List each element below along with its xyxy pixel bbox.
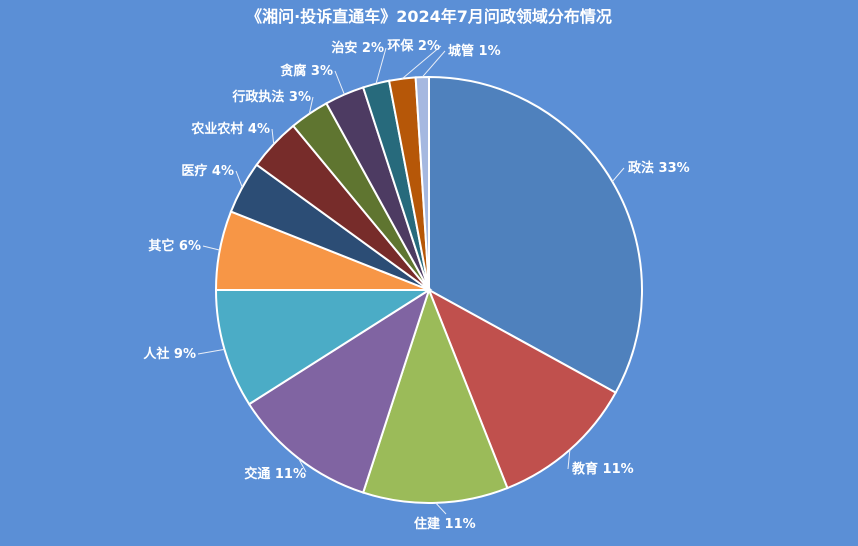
leader-lines bbox=[197, 45, 625, 515]
slice-label-治安: 治安 2% bbox=[331, 40, 384, 56]
leader-line-环保 bbox=[401, 45, 442, 80]
leader-line-政法 bbox=[611, 167, 625, 182]
pie-slice-交通 bbox=[247, 287, 431, 494]
pie-slice-教育 bbox=[427, 287, 618, 490]
slice-label-交通: 交通 11% bbox=[244, 466, 306, 482]
slice-label-教育: 教育 11% bbox=[571, 461, 634, 477]
leader-line-交通 bbox=[298, 458, 307, 473]
slice-label-行政执法: 行政执法 3% bbox=[231, 89, 311, 105]
slice-labels: 政法 33% 教育 11% 住建 11% 交通 11% 人社 9% 其它 6% 医疗 4% 农… bbox=[143, 38, 689, 532]
slice-label-农业农村: 农业农村 4% bbox=[190, 121, 270, 137]
slice-label-环保: 环保 2% bbox=[387, 38, 440, 54]
slice-label-住建: 住建 11% bbox=[414, 516, 476, 532]
pie-slice-住建 bbox=[361, 287, 509, 504]
leader-line-贪腐 bbox=[334, 70, 345, 95]
slice-label-政法: 政法 33% bbox=[628, 160, 690, 176]
slice-label-其它: 其它 6% bbox=[148, 238, 201, 254]
pie-slice-政法 bbox=[428, 75, 643, 394]
leader-line-住建 bbox=[435, 502, 447, 515]
leader-line-农业农村 bbox=[271, 128, 275, 145]
chart-title: 《湘问·投诉直通车》2024年7月问政领域分布情况 bbox=[246, 7, 612, 26]
pie-slices bbox=[214, 75, 643, 504]
slice-label-人社: 人社 9% bbox=[143, 346, 196, 362]
slice-label-贪腐: 贪腐 3% bbox=[279, 63, 333, 79]
slice-label-城管: 城管 1% bbox=[448, 43, 501, 59]
leader-line-医疗 bbox=[235, 170, 243, 188]
leader-line-其它 bbox=[202, 245, 220, 251]
leader-line-教育 bbox=[567, 449, 571, 470]
leader-line-治安 bbox=[375, 47, 387, 84]
leader-line-人社 bbox=[197, 348, 225, 355]
leader-line-行政执法 bbox=[308, 96, 314, 114]
slice-label-医疗: 医疗 4% bbox=[181, 163, 234, 179]
leader-line-城管 bbox=[421, 50, 446, 78]
